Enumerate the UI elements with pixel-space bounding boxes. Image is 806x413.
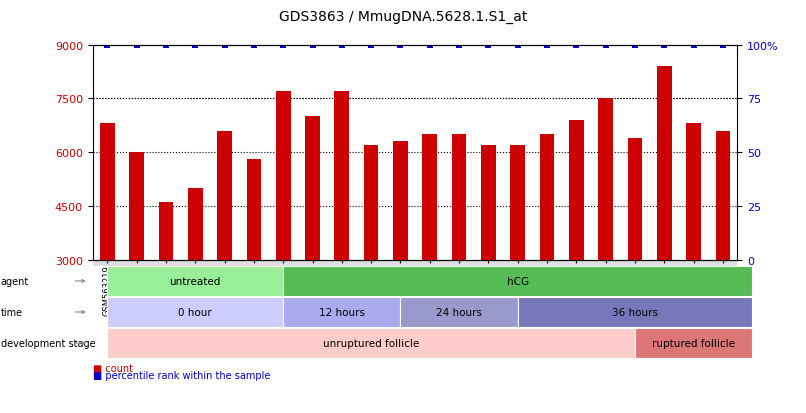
- Text: time: time: [1, 307, 23, 317]
- Point: [335, 42, 348, 49]
- Text: ■ percentile rank within the sample: ■ percentile rank within the sample: [93, 370, 270, 380]
- Point: [218, 42, 231, 49]
- Point: [482, 42, 495, 49]
- Point: [247, 42, 260, 49]
- Bar: [657, 67, 671, 260]
- Text: untreated: untreated: [169, 276, 221, 286]
- Text: 12 hours: 12 hours: [319, 307, 365, 317]
- Text: unruptured follicle: unruptured follicle: [323, 338, 419, 348]
- Text: hCG: hCG: [507, 276, 529, 286]
- Point: [453, 42, 466, 49]
- Bar: [247, 160, 261, 260]
- Point: [541, 42, 554, 49]
- Point: [160, 42, 172, 49]
- Text: ruptured follicle: ruptured follicle: [652, 338, 735, 348]
- Bar: [334, 92, 349, 260]
- Bar: [628, 138, 642, 260]
- Bar: [716, 131, 730, 260]
- Bar: [276, 92, 290, 260]
- Bar: [686, 124, 701, 260]
- Text: 0 hour: 0 hour: [178, 307, 212, 317]
- Text: 24 hours: 24 hours: [436, 307, 482, 317]
- Bar: [598, 99, 613, 260]
- Text: agent: agent: [1, 276, 29, 286]
- Bar: [569, 121, 584, 260]
- Point: [306, 42, 319, 49]
- Text: development stage: development stage: [1, 338, 95, 348]
- Point: [189, 42, 202, 49]
- Bar: [305, 117, 320, 260]
- Bar: [218, 131, 232, 260]
- Bar: [188, 189, 202, 260]
- Point: [131, 42, 143, 49]
- Point: [364, 42, 377, 49]
- Bar: [159, 203, 173, 260]
- Point: [423, 42, 436, 49]
- Point: [658, 42, 671, 49]
- Text: ■ count: ■ count: [93, 363, 133, 373]
- Bar: [481, 146, 496, 260]
- Point: [511, 42, 524, 49]
- Bar: [451, 135, 467, 260]
- Bar: [510, 146, 525, 260]
- Bar: [540, 135, 555, 260]
- Bar: [364, 146, 379, 260]
- Bar: [393, 142, 408, 260]
- Bar: [422, 135, 437, 260]
- Point: [570, 42, 583, 49]
- Point: [687, 42, 700, 49]
- Point: [394, 42, 407, 49]
- Text: 36 hours: 36 hours: [612, 307, 658, 317]
- Point: [717, 42, 729, 49]
- Text: GDS3863 / MmugDNA.5628.1.S1_at: GDS3863 / MmugDNA.5628.1.S1_at: [279, 10, 527, 24]
- Bar: [100, 124, 114, 260]
- Point: [599, 42, 612, 49]
- Bar: [129, 153, 144, 260]
- Point: [629, 42, 642, 49]
- Point: [276, 42, 289, 49]
- Point: [101, 42, 114, 49]
